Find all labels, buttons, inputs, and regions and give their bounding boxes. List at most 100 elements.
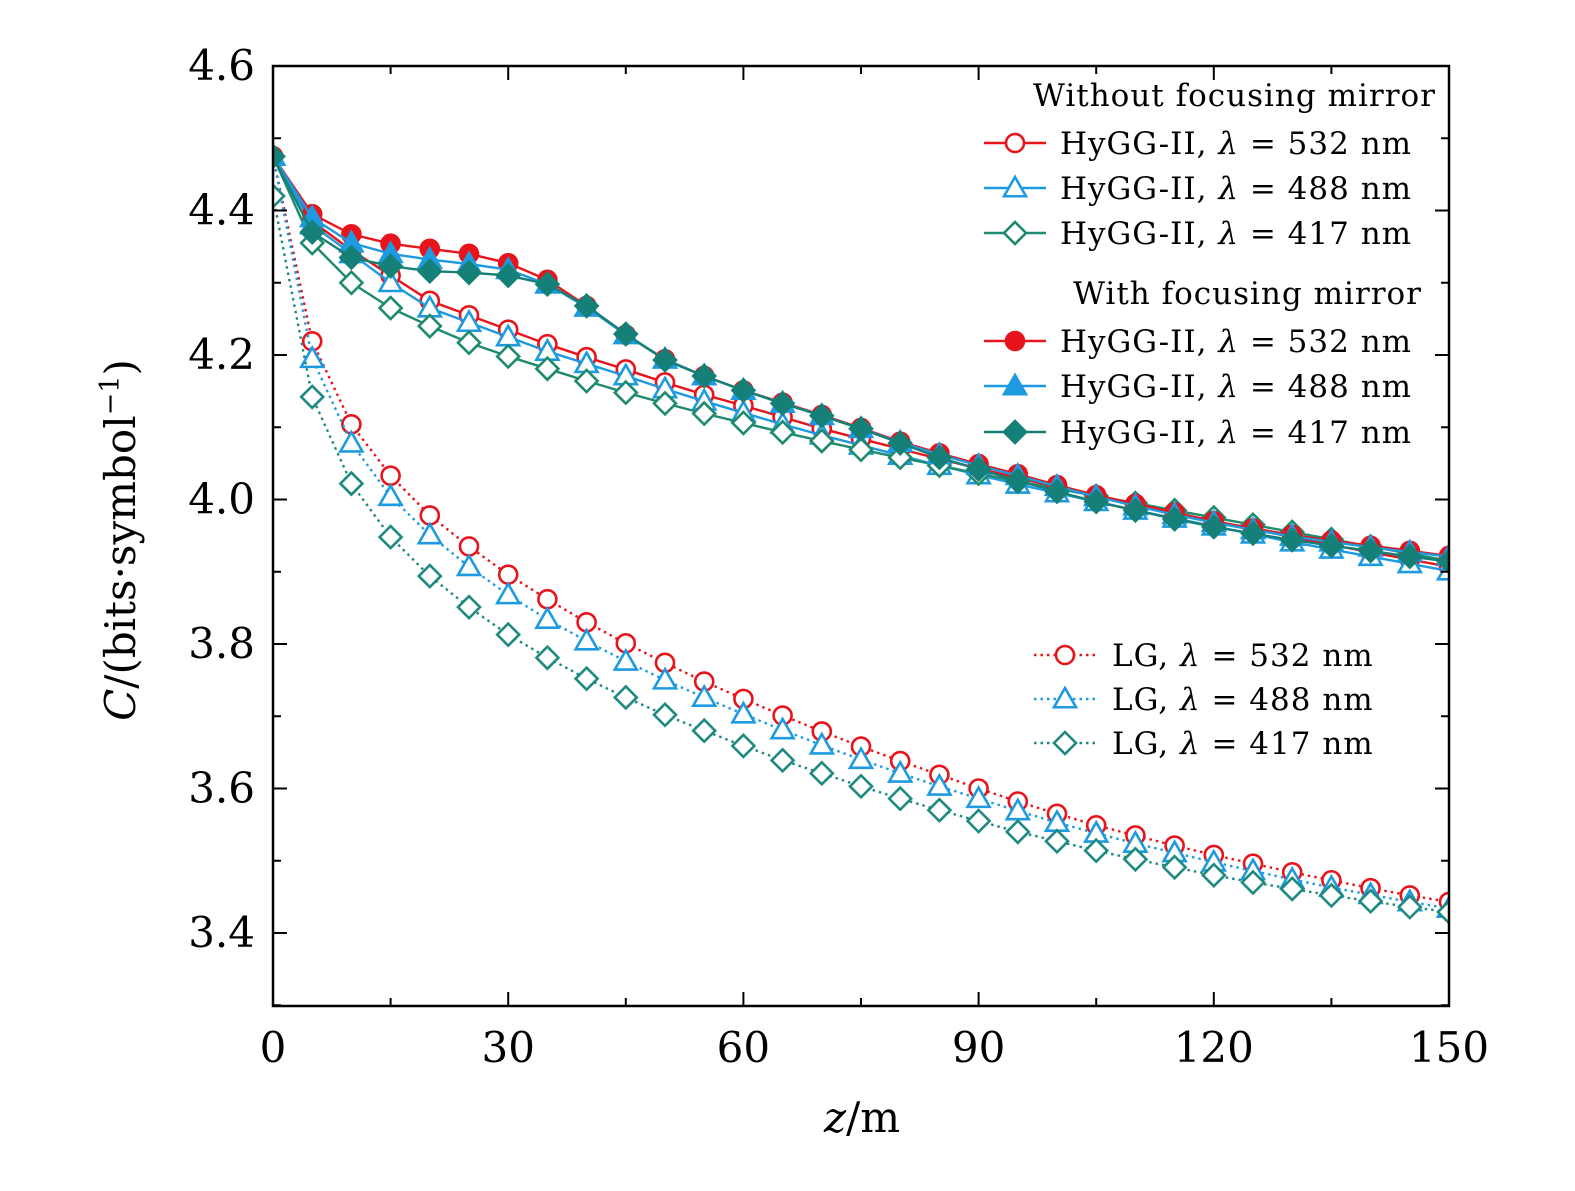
- data-point: [769, 747, 796, 774]
- data-point: [338, 269, 365, 296]
- data-point: [612, 647, 640, 671]
- data-point: [926, 772, 953, 796]
- data-point: [848, 415, 874, 442]
- data-point: [497, 564, 519, 585]
- data-point: [1083, 488, 1110, 515]
- legend-label-text: HyGG-II,: [1060, 415, 1218, 451]
- axis-layer: 0 30 60 90 120 150 3.4 3.6 3.8 4.0 4.2 4.4 4.6: [188, 41, 1489, 1072]
- data-point: [1044, 828, 1070, 855]
- data-point: [494, 581, 522, 605]
- data-point: [612, 379, 639, 406]
- data-point: [848, 773, 874, 800]
- data-point: [537, 588, 558, 610]
- data-point: [690, 683, 718, 708]
- x-tick-label: 30: [481, 1023, 534, 1072]
- legend-label-text: HyGG-II,: [1060, 126, 1218, 162]
- y-tick-label: 4.0: [188, 475, 255, 524]
- data-point: [1122, 846, 1149, 873]
- data-point: [1279, 527, 1306, 553]
- data-point: [338, 429, 365, 453]
- data-point: [612, 684, 639, 711]
- x-tick-label: 120: [1174, 1023, 1254, 1072]
- data-point: [730, 700, 757, 724]
- data-point: [1396, 894, 1423, 920]
- legend-label-lambda: λ: [1178, 638, 1201, 674]
- legend-label-text: LG,: [1112, 726, 1180, 762]
- data-point: [808, 428, 835, 454]
- legend-label: HyGG-II, λ = 532 nm: [1060, 324, 1412, 360]
- data-point: [965, 808, 992, 834]
- data-point: [298, 344, 326, 369]
- legend-marker: [1001, 372, 1029, 396]
- data-point: [573, 368, 600, 394]
- data-point: [808, 731, 836, 755]
- legend-label-value: = 488 nm: [1239, 171, 1412, 207]
- data-point: [1318, 532, 1345, 559]
- legend-label: LG, λ = 488 nm: [1112, 682, 1374, 718]
- data-point: [377, 482, 404, 507]
- legend-label-lambda: λ: [1216, 216, 1239, 252]
- y-axis-label: C/(bits·symbol−1): [95, 359, 145, 721]
- data-point: [691, 400, 718, 427]
- data-point: [377, 295, 404, 321]
- legend-label: HyGG-II, λ = 417 nm: [1060, 216, 1412, 252]
- data-point: [769, 716, 796, 740]
- legend-label-text: LG,: [1112, 682, 1180, 718]
- legend-label-value: = 417 nm: [1239, 415, 1412, 451]
- legend-label: LG, λ = 417 nm: [1112, 726, 1374, 762]
- data-point: [573, 293, 600, 319]
- data-point: [338, 244, 365, 271]
- legend-label-text: HyGG-II,: [1060, 216, 1218, 252]
- legend-label-value: = 488 nm: [1201, 682, 1374, 718]
- legend-title: With focusing mirror: [1073, 276, 1422, 312]
- data-point: [455, 553, 483, 577]
- legend-label: HyGG-II, λ = 532 nm: [1060, 126, 1412, 162]
- legend-label-lambda: λ: [1216, 324, 1239, 360]
- data-point: [534, 271, 561, 298]
- legend-marker: [1004, 132, 1026, 154]
- data-point: [847, 745, 875, 770]
- legend-marker: [1002, 419, 1028, 445]
- legend-label-text: HyGG-II,: [1060, 171, 1218, 207]
- data-point: [416, 313, 443, 339]
- legend-label-value: = 532 nm: [1201, 638, 1374, 674]
- legend-label: LG, λ = 532 nm: [1112, 638, 1374, 674]
- legend-marker: [1001, 174, 1029, 198]
- legend-label-value: = 532 nm: [1239, 324, 1412, 360]
- data-point: [458, 536, 480, 557]
- data-point: [769, 390, 796, 417]
- data-point: [1357, 888, 1384, 915]
- data-point: [456, 594, 482, 620]
- data-point: [808, 760, 835, 787]
- y-tick-label: 3.4: [188, 908, 255, 957]
- data-point: [848, 436, 874, 463]
- legend-label-value: = 532 nm: [1239, 126, 1412, 162]
- series-without-mirror: [273, 142, 1449, 581]
- y-tick-label: 4.6: [188, 41, 255, 90]
- data-point: [534, 644, 561, 671]
- data-point: [651, 666, 679, 690]
- legend-marker: [1051, 685, 1079, 709]
- data-point: [965, 456, 992, 482]
- data-point: [1083, 837, 1110, 864]
- x-tick-label: 150: [1409, 1023, 1489, 1072]
- data-point: [1004, 467, 1031, 494]
- data-point: [1200, 514, 1227, 540]
- data-point: [416, 521, 444, 545]
- data-point: [416, 563, 443, 589]
- y-axis-label-exp: −1: [95, 376, 126, 416]
- x-axis-label-var: z: [823, 1093, 847, 1142]
- legend-label-value: = 488 nm: [1239, 369, 1412, 405]
- data-point: [1004, 819, 1031, 845]
- y-tick-label: 4.4: [188, 186, 255, 235]
- y-tick-label: 4.2: [188, 330, 255, 379]
- data-point: [926, 444, 953, 471]
- data-point: [416, 258, 443, 285]
- data-point: [534, 605, 561, 629]
- legend-marker: [1052, 730, 1078, 756]
- data-point: [1044, 478, 1070, 505]
- x-axis-label: z/m: [823, 1093, 900, 1142]
- legend-label-lambda: λ: [1216, 415, 1239, 451]
- data-point: [887, 785, 914, 812]
- legend-marker: [1002, 220, 1028, 246]
